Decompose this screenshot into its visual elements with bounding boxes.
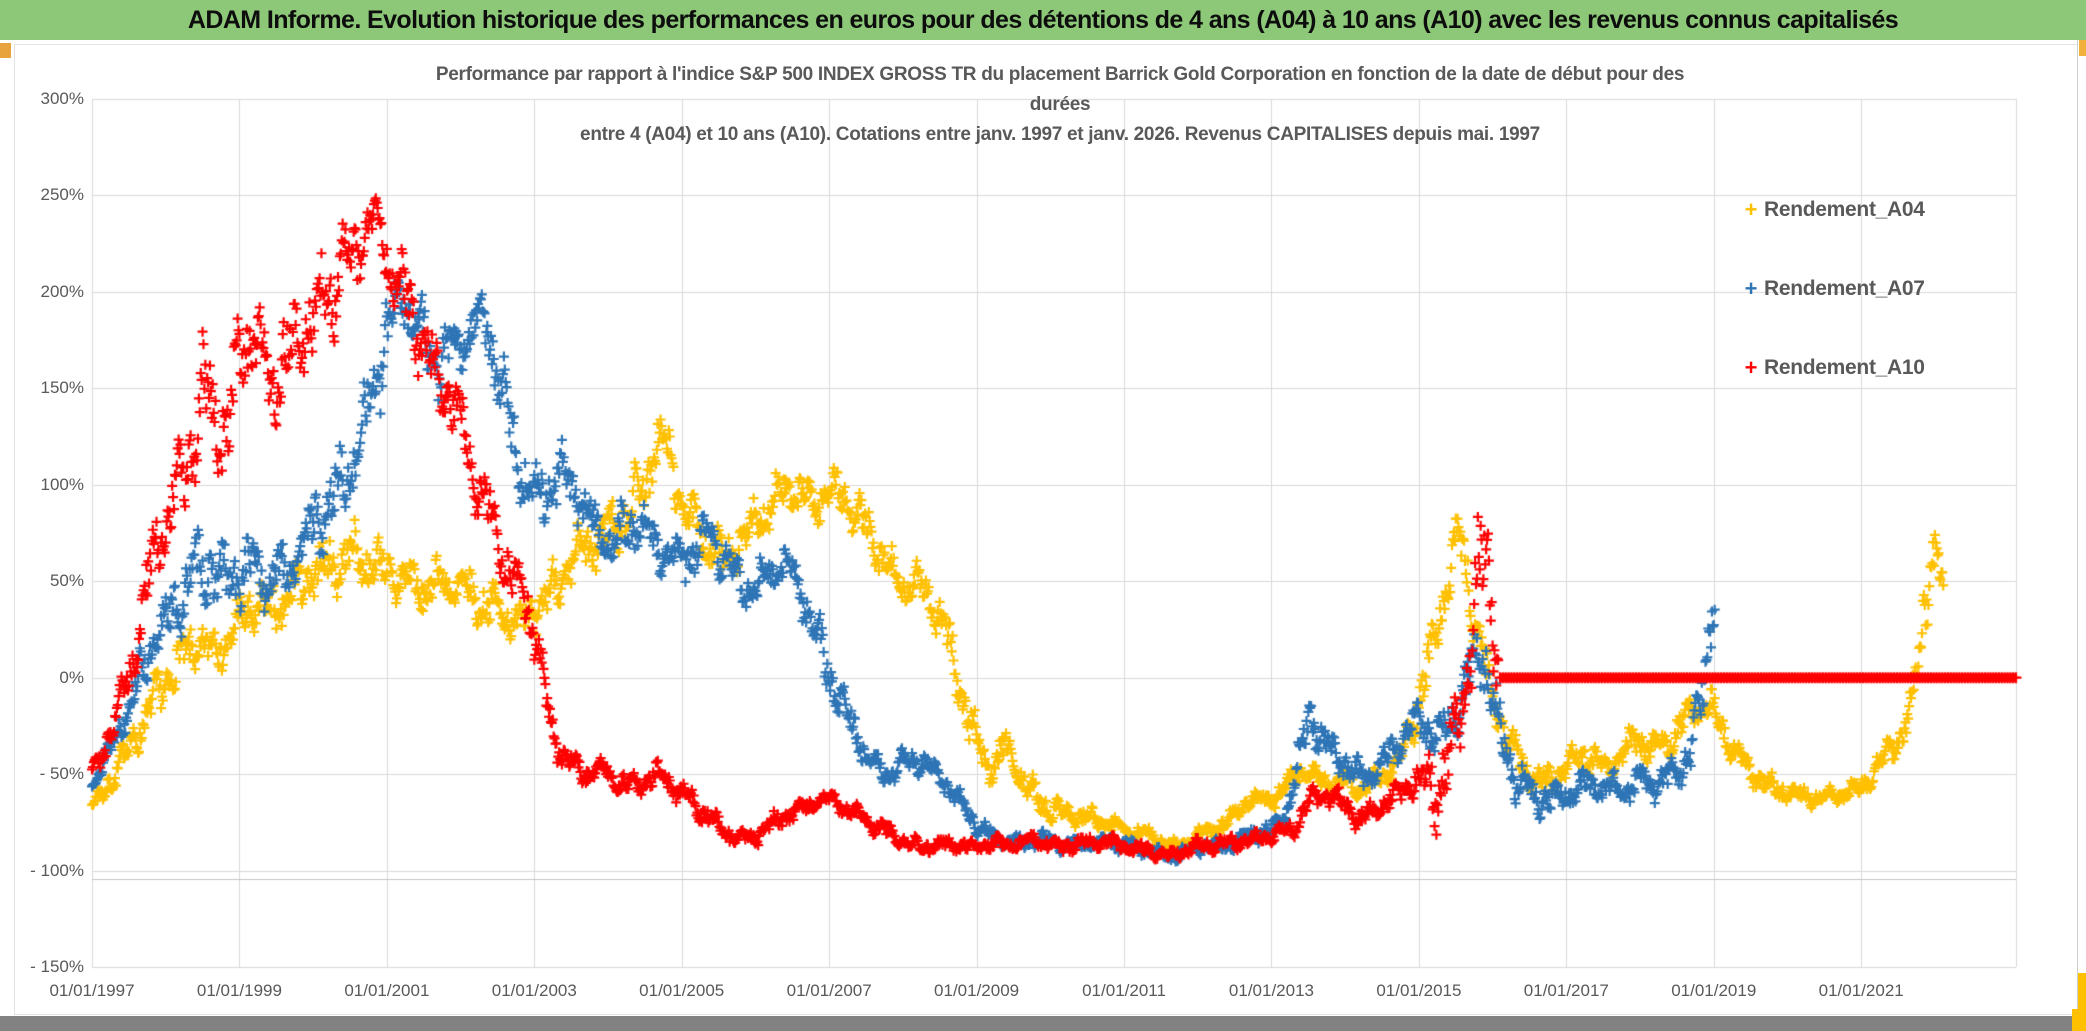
legend-item-a10: + Rendement_A10 xyxy=(1738,354,1925,382)
x-axis-label: 01/01/2017 xyxy=(1523,981,1609,1000)
chart-title-line-1: Performance par rapport à l'indice S&P 5… xyxy=(435,64,1685,85)
x-axis-label: 01/01/2013 xyxy=(1228,981,1314,1000)
x-axis-label: 01/01/1997 xyxy=(49,981,135,1000)
right-edge-accent-top xyxy=(2079,40,2086,56)
y-axis-label: - 150% xyxy=(30,957,84,976)
bottom-right-accent xyxy=(2072,1009,2086,1031)
x-axis-label: 01/01/2011 xyxy=(1082,981,1166,1000)
y-axis-label: 50% xyxy=(49,571,84,591)
y-axis-label: 100% xyxy=(40,474,84,494)
x-axis-label: 01/01/1999 xyxy=(196,981,282,1000)
y-axis-label: 300% xyxy=(40,89,84,108)
right-edge-accent-bottom xyxy=(2078,973,2086,1031)
chart-title-line-3: entre 4 (A04) et 10 ans (A10). Cotations… xyxy=(580,124,1540,145)
legend-label-a07: Rendement_A07 xyxy=(1764,277,1925,300)
chart-title: Performance par rapport à l'indice S&P 5… xyxy=(94,60,2026,150)
x-axis-label: 01/01/2019 xyxy=(1671,981,1757,1000)
legend-marker-a10-plus-icon: + xyxy=(1744,355,1758,380)
chart-legend: + Rendement_A04 + Rendement_A07 + Rendem… xyxy=(1738,196,1925,433)
legend-marker-a07-plus-icon: + xyxy=(1744,276,1758,301)
x-axis-label: 01/01/2007 xyxy=(786,981,872,1000)
bottom-bar xyxy=(0,1016,2072,1031)
x-axis-label: 01/01/2009 xyxy=(934,981,1020,1000)
left-edge-accent xyxy=(0,43,11,58)
x-axis-label: 01/01/2001 xyxy=(344,981,430,1000)
y-axis-label: 150% xyxy=(40,378,84,398)
y-axis-label: - 100% xyxy=(30,860,84,880)
x-axis-label: 01/01/2021 xyxy=(1818,981,1904,1000)
top-banner: ADAM Informe. Evolution historique des p… xyxy=(0,0,2086,40)
banner-title: ADAM Informe. Evolution historique des p… xyxy=(187,5,1899,34)
y-axis-label: 250% xyxy=(40,185,84,205)
x-axis-label: 01/01/2003 xyxy=(491,981,577,1000)
legend-marker-a04-plus-icon: + xyxy=(1744,197,1758,222)
legend-item-a07: + Rendement_A07 xyxy=(1738,275,1925,303)
y-axis-label: 200% xyxy=(40,281,84,301)
legend-item-a04: + Rendement_A04 xyxy=(1738,196,1925,224)
y-axis-label: 0% xyxy=(59,667,84,687)
x-axis-label: 01/01/2005 xyxy=(639,981,725,1000)
chart-title-line-2: durées xyxy=(1029,94,1091,115)
right-edge-divider xyxy=(2077,40,2078,1016)
legend-label-a10: Rendement_A10 xyxy=(1764,356,1925,379)
y-axis-label: - 50% xyxy=(39,764,84,784)
legend-label-a04: Rendement_A04 xyxy=(1764,198,1925,221)
x-axis-label: 01/01/2015 xyxy=(1376,981,1462,1000)
